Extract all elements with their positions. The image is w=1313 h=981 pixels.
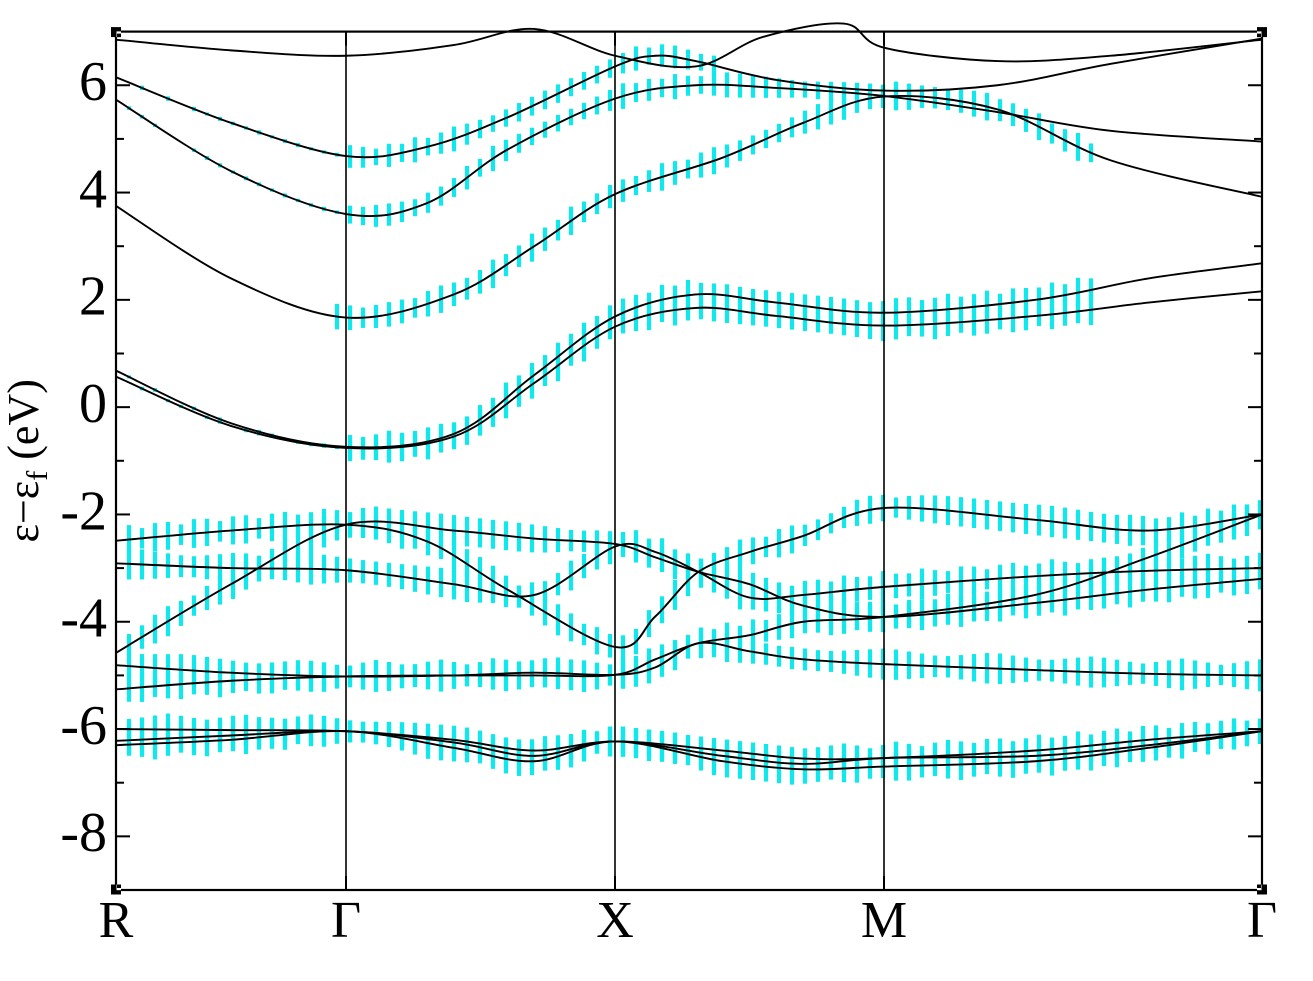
svg-text:-6: -6: [60, 695, 107, 757]
svg-text:Γ: Γ: [331, 892, 361, 949]
svg-text:M: M: [861, 892, 907, 949]
svg-text:ε−εf (eV): ε−εf (eV): [0, 379, 54, 542]
svg-text:-4: -4: [60, 588, 107, 650]
svg-text:Γ: Γ: [1247, 892, 1277, 949]
svg-text:2: 2: [79, 266, 107, 328]
svg-text:X: X: [596, 892, 634, 949]
svg-text:-8: -8: [60, 802, 107, 864]
svg-text:-2: -2: [60, 480, 107, 542]
svg-text:6: 6: [79, 51, 107, 113]
svg-text:R: R: [99, 892, 134, 949]
svg-text:0: 0: [79, 373, 107, 435]
svg-text:4: 4: [79, 158, 107, 220]
